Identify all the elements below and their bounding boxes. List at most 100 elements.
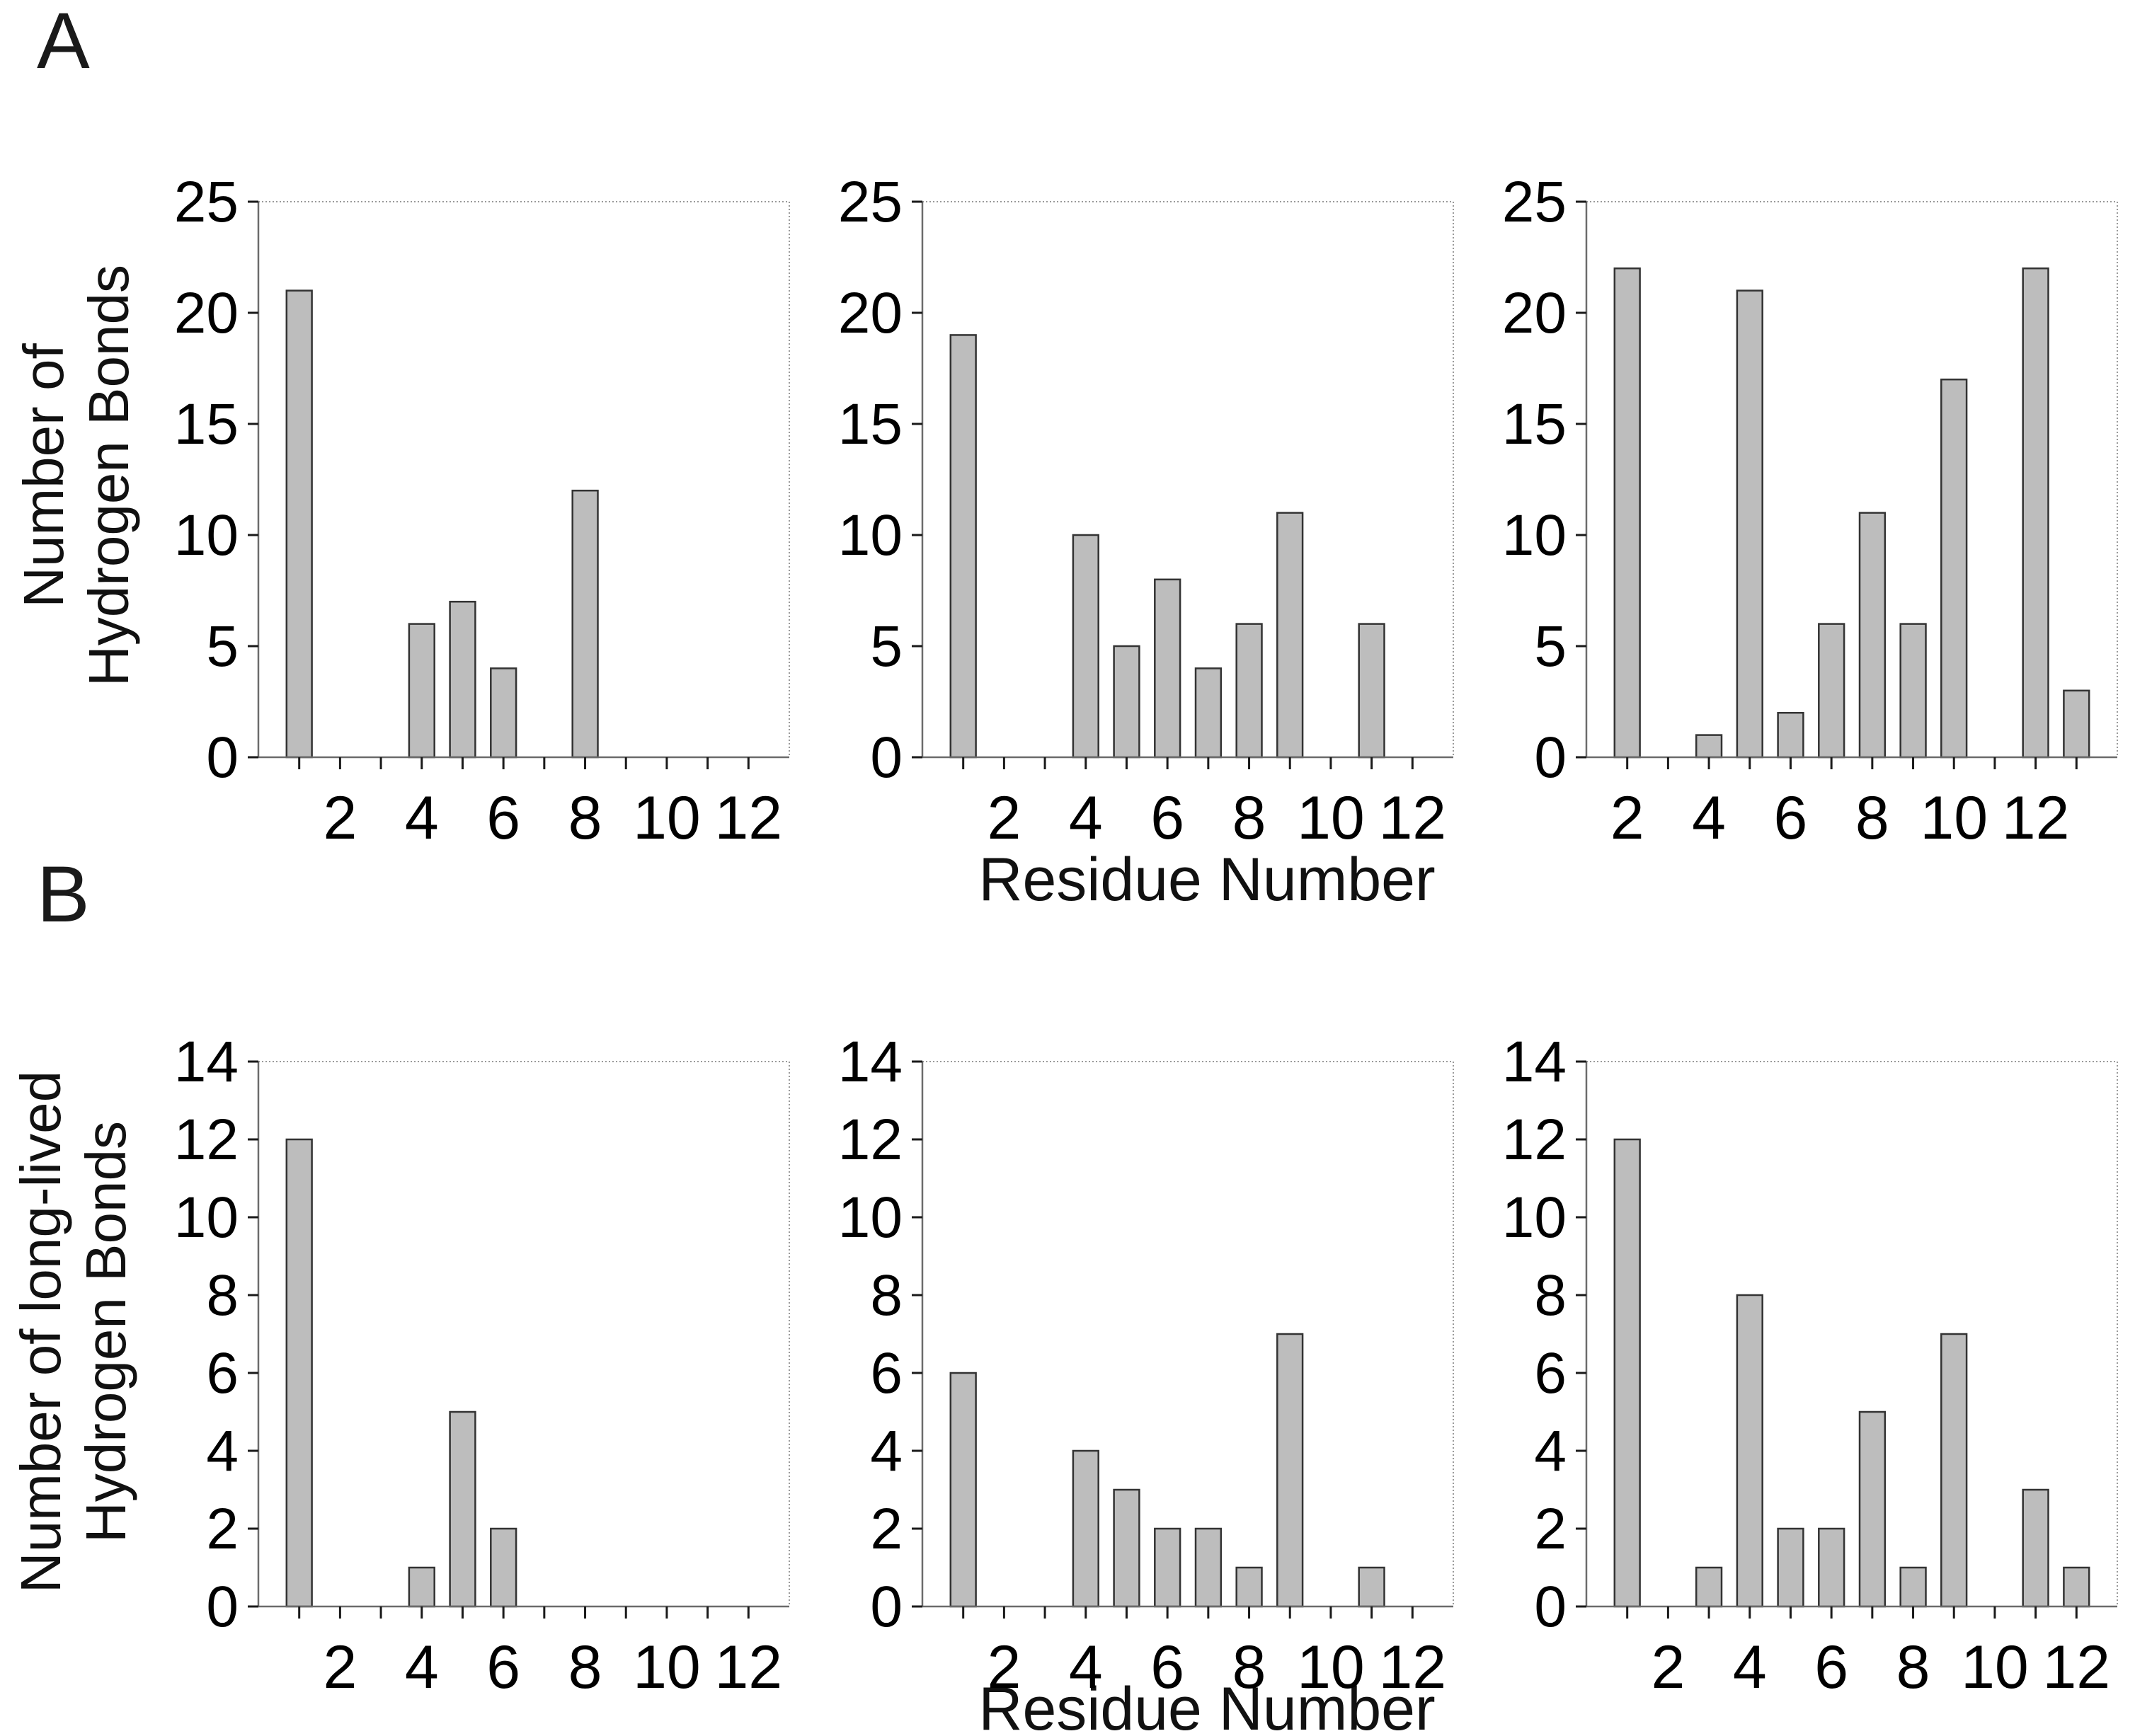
bar [285, 1138, 313, 1608]
x-tick-label: 8 [1232, 784, 1266, 852]
bar [1899, 623, 1927, 759]
y-tick-label: 10 [1502, 1185, 1567, 1250]
bar [1818, 1527, 1845, 1608]
y-tick-label: 8 [870, 1263, 903, 1328]
bar [949, 334, 977, 759]
y-tick-label: 0 [206, 725, 239, 790]
bar [1613, 1138, 1641, 1608]
y-tick-label: 25 [838, 170, 903, 234]
bar [490, 1527, 517, 1608]
bar [1072, 1449, 1099, 1608]
bar [1736, 289, 1763, 759]
bar [1940, 1333, 1968, 1608]
x-tick-label: 4 [405, 784, 439, 852]
y-tick-label: 12 [838, 1108, 903, 1172]
bar [408, 1566, 435, 1608]
x-tick-label: 10 [633, 1633, 701, 1701]
panel-b-x-axis-title: Residue Number [978, 1675, 1436, 1736]
y-tick-label: 2 [870, 1497, 903, 1561]
y-tick-label: 4 [870, 1419, 903, 1483]
x-tick-label: 8 [568, 784, 602, 852]
x-tick-label: 6 [1774, 784, 1808, 852]
plot-frame [258, 201, 790, 758]
y-tick-label: 8 [206, 1263, 239, 1328]
x-tick-label: 2 [323, 784, 357, 852]
panel-a-label: A [37, 0, 90, 85]
y-tick-label: 5 [1534, 614, 1567, 679]
x-tick-label: 6 [486, 1633, 520, 1701]
bar [1899, 1566, 1927, 1608]
bar [1858, 1410, 1887, 1608]
bar [1235, 1566, 1263, 1608]
y-tick-label: 8 [1534, 1263, 1567, 1328]
y-tick-label: 14 [838, 1030, 903, 1094]
x-tick-label: 12 [1378, 784, 1446, 852]
y-tick-label: 5 [206, 614, 239, 679]
y-tick-label: 0 [870, 1575, 903, 1639]
bar [1276, 1333, 1304, 1608]
x-tick-label: 6 [1814, 1633, 1848, 1701]
bar [1358, 1566, 1385, 1608]
bar [1194, 1527, 1223, 1608]
y-tick-label: 14 [1502, 1030, 1567, 1094]
panel-b-y-axis-title: Number of long-lived Hydrogen Bonds [8, 1071, 139, 1593]
x-tick-label: 4 [1069, 784, 1103, 852]
bar [2022, 267, 2049, 759]
bar [285, 289, 313, 759]
x-tick-label: 10 [633, 784, 701, 852]
x-tick-label: 2 [987, 784, 1021, 852]
plot-frame [922, 1061, 1454, 1607]
x-tick-label: 8 [1855, 784, 1889, 852]
bar [1194, 667, 1223, 759]
x-tick-label: 6 [1150, 1633, 1184, 1701]
x-tick-label: 2 [987, 1633, 1021, 1701]
y-tick-label: 10 [838, 503, 903, 568]
bar [1358, 623, 1385, 759]
x-tick-label: 12 [714, 784, 782, 852]
y-tick-label: 15 [1502, 392, 1567, 456]
y-tick-label: 0 [206, 1575, 239, 1639]
x-tick-label: 8 [1232, 1633, 1266, 1701]
x-tick-label: 2 [1610, 784, 1644, 852]
bar [1113, 1488, 1140, 1608]
y-tick-label: 6 [206, 1341, 239, 1406]
x-tick-label: 10 [1920, 784, 1988, 852]
bar [1777, 1527, 1804, 1608]
bar [1613, 267, 1641, 759]
x-tick-label: 4 [1692, 784, 1726, 852]
y-tick-label: 12 [174, 1108, 239, 1172]
bar [571, 489, 599, 759]
y-tick-label: 10 [174, 503, 239, 568]
panel-b-label: B [37, 850, 90, 938]
x-tick-label: 8 [568, 1633, 602, 1701]
y-tick-label: 4 [1534, 1419, 1567, 1483]
x-tick-label: 4 [1733, 1633, 1767, 1701]
x-tick-label: 12 [1378, 1633, 1446, 1701]
bar [2063, 1566, 2090, 1608]
y-tick-label: 5 [870, 614, 903, 679]
y-tick-label: 10 [174, 1185, 239, 1250]
bar [1736, 1294, 1763, 1608]
y-tick-label: 15 [174, 392, 239, 456]
bar [490, 667, 517, 759]
x-tick-label: 4 [1069, 1633, 1103, 1701]
bar [1777, 711, 1804, 759]
plot-frame [258, 1061, 790, 1607]
x-tick-label: 10 [1297, 1633, 1365, 1701]
bar [1695, 734, 1723, 759]
panel-a-y-axis-title-line1: Number of [12, 343, 75, 608]
panel-a-y-axis-title: Number of Hydrogen Bonds [11, 265, 142, 686]
bar [1695, 1566, 1723, 1608]
y-tick-label: 25 [1502, 170, 1567, 234]
y-tick-label: 20 [174, 281, 239, 345]
y-tick-label: 6 [1534, 1341, 1567, 1406]
y-tick-label: 14 [174, 1030, 239, 1094]
x-tick-label: 4 [405, 1633, 439, 1701]
bar [1858, 512, 1887, 759]
x-tick-label: 12 [2042, 1633, 2110, 1701]
